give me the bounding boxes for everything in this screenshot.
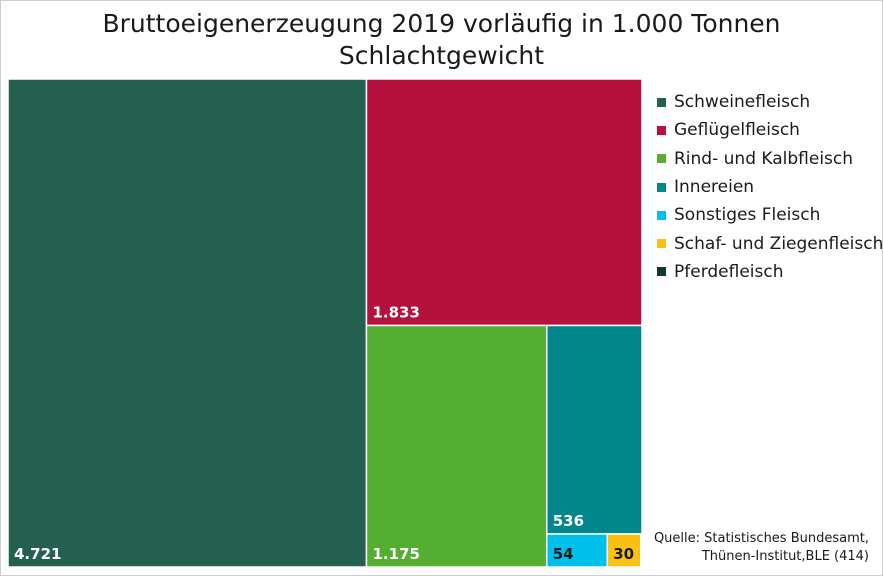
chart-title-line-2: Schlachtgewicht <box>338 41 545 70</box>
legend-item-schweinefleisch: Schweinefleisch <box>657 88 883 116</box>
chart-title-line-1: Bruttoeigenerzeugung 2019 vorläufig in 1… <box>102 9 781 38</box>
treemap-cell-sonstiges-fleisch <box>545 533 609 568</box>
legend-item-innereien: Innereien <box>657 173 883 201</box>
legend-swatch <box>657 210 666 220</box>
legend-label: Schweinefleisch <box>674 92 811 113</box>
source-line-2: Thünen-Institut,BLE (414) <box>701 549 869 564</box>
treemap-cell-pferdefleisch <box>640 533 643 568</box>
legend-label: Rind- und Kalbfleisch <box>674 148 854 169</box>
legend-label: Sonstiges Fleisch <box>674 205 821 226</box>
data-label-gefluegelfleisch: 1.833 <box>372 303 419 321</box>
treemap-cell-schaf-ziegenfleisch <box>606 533 642 568</box>
data-label-sonstiges-fleisch: 54 <box>553 545 574 563</box>
legend-item-rind-kalbfleisch: Rind- und Kalbfleisch <box>657 145 883 173</box>
chart-title: Bruttoeigenerzeugung 2019 vorläufig in 1… <box>0 8 883 72</box>
legend-swatch <box>657 154 666 164</box>
data-label-rind-kalbfleisch: 1.175 <box>372 545 419 563</box>
treemap-cell-innereien <box>545 324 643 535</box>
chart-legend: Schweinefleisch Geflügelfleisch Rind- un… <box>657 88 883 286</box>
legend-label: Innereien <box>674 177 755 198</box>
legend-label: Geflügelfleisch <box>674 120 800 141</box>
legend-swatch <box>657 182 666 192</box>
treemap-cell-gefluegelfleisch <box>365 78 643 327</box>
source-note: Quelle: Statistisches Bundesamt, Thünen-… <box>654 530 869 566</box>
legend-swatch <box>657 267 666 277</box>
treemap-cell-rind-kalbfleisch <box>365 324 548 568</box>
legend-label: Schaf- und Ziegenfleisch <box>674 233 883 254</box>
data-label-schaf-ziegenfleisch: 30 <box>613 545 634 563</box>
legend-swatch <box>657 239 666 249</box>
legend-swatch <box>657 125 666 135</box>
data-label-schweinefleisch: 4.721 <box>14 545 61 563</box>
legend-item-pferdefleisch: Pferdefleisch <box>657 258 883 286</box>
legend-item-schaf-ziegenfleisch: Schaf- und Ziegenfleisch <box>657 229 883 257</box>
source-line-1: Quelle: Statistisches Bundesamt, <box>653 531 869 546</box>
legend-swatch <box>657 97 666 107</box>
legend-label: Pferdefleisch <box>674 261 784 282</box>
treemap-cell-schweinefleisch <box>7 78 368 568</box>
legend-item-sonstiges-fleisch: Sonstiges Fleisch <box>657 201 883 229</box>
data-label-innereien: 536 <box>553 512 584 530</box>
legend-item-gefluegelfleisch: Geflügelfleisch <box>657 116 883 144</box>
